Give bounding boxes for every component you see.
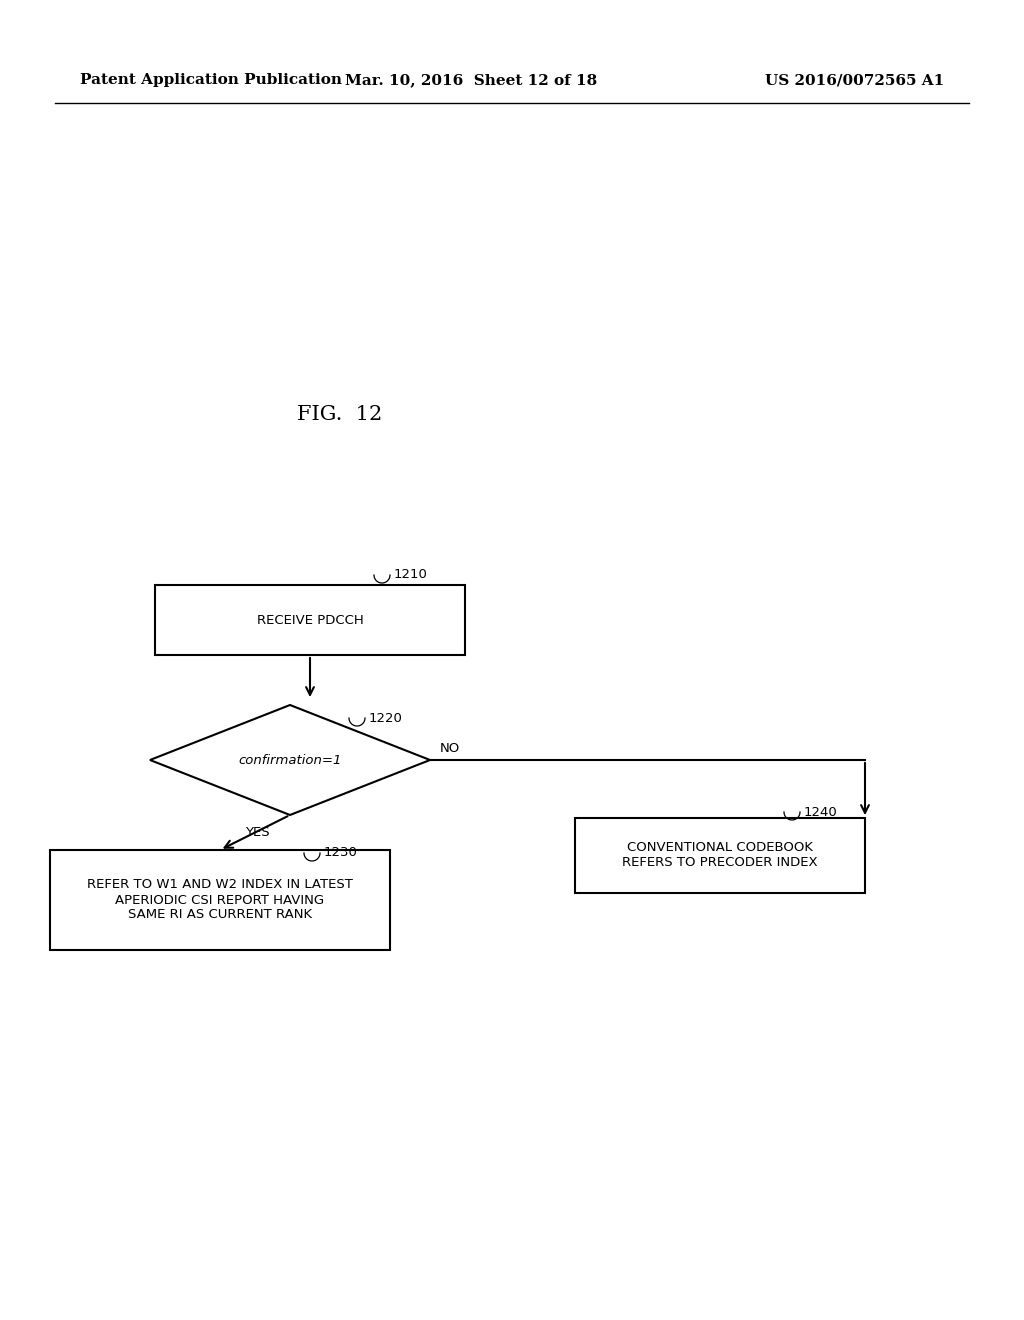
Text: 1230: 1230 — [324, 846, 357, 859]
Text: confirmation=1: confirmation=1 — [239, 754, 342, 767]
Bar — [50, 850, 390, 950]
Text: CONVENTIONAL CODEBOOK
REFERS TO PRECODER INDEX: CONVENTIONAL CODEBOOK REFERS TO PRECODER… — [623, 841, 818, 869]
Text: NO: NO — [440, 742, 460, 755]
Text: Patent Application Publication: Patent Application Publication — [80, 73, 342, 87]
Text: RECEIVE PDCCH: RECEIVE PDCCH — [257, 614, 364, 627]
Text: YES: YES — [245, 825, 269, 838]
Bar — [575, 817, 865, 892]
Text: US 2016/0072565 A1: US 2016/0072565 A1 — [765, 73, 944, 87]
Text: 1210: 1210 — [394, 569, 428, 582]
Text: Mar. 10, 2016  Sheet 12 of 18: Mar. 10, 2016 Sheet 12 of 18 — [345, 73, 597, 87]
Polygon shape — [150, 705, 430, 814]
Text: FIG.  12: FIG. 12 — [297, 405, 383, 425]
Text: 1220: 1220 — [369, 711, 402, 725]
Bar — [155, 585, 465, 655]
Text: 1240: 1240 — [804, 805, 838, 818]
Text: REFER TO W1 AND W2 INDEX IN LATEST
APERIODIC CSI REPORT HAVING
SAME RI AS CURREN: REFER TO W1 AND W2 INDEX IN LATEST APERI… — [87, 879, 353, 921]
